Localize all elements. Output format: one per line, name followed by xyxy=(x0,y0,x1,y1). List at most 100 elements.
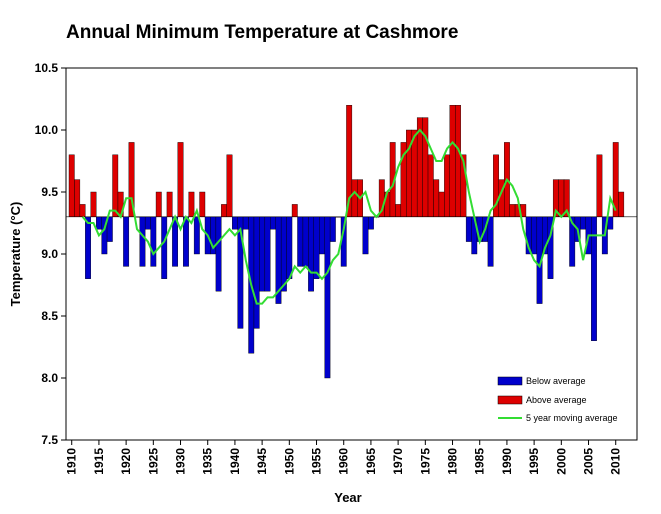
bar xyxy=(155,191,162,217)
bar xyxy=(455,104,461,217)
x-tick-label: 2010 xyxy=(609,448,623,475)
x-tick-label: 1950 xyxy=(282,448,296,475)
bar xyxy=(351,179,358,218)
bar xyxy=(193,216,200,255)
bar xyxy=(112,154,119,218)
bar xyxy=(291,204,298,217)
bar xyxy=(313,216,320,280)
bar xyxy=(85,216,91,280)
bar xyxy=(188,191,195,217)
x-tick-label: 1980 xyxy=(446,448,460,475)
x-axis: 1910 1915 1920 1925 1930 1935 1940 1945 1950 1955… xyxy=(65,440,623,475)
bar xyxy=(319,216,325,255)
bar xyxy=(362,216,369,255)
bar xyxy=(177,142,184,217)
x-tick-label: 1955 xyxy=(310,448,324,475)
y-tick-label: 10.0 xyxy=(35,123,59,137)
bar xyxy=(199,191,206,217)
y-tick-label: 7.5 xyxy=(41,433,58,447)
x-tick-label: 1965 xyxy=(364,448,378,475)
bar xyxy=(618,191,625,217)
x-axis-label: Year xyxy=(334,490,361,505)
y-axis: 7.5 8.0 8.5 9.0 9.5 10.0 10.5 xyxy=(35,61,66,447)
x-tick-label: 1920 xyxy=(119,448,133,475)
x-tick-label: 1910 xyxy=(65,448,79,475)
legend-label-above: Above average xyxy=(526,395,587,405)
bar xyxy=(427,154,434,218)
bar xyxy=(270,216,276,230)
x-tick-label: 2005 xyxy=(582,448,596,475)
bar xyxy=(422,117,429,217)
bar xyxy=(144,216,151,230)
bar xyxy=(280,216,287,292)
bar xyxy=(172,216,179,267)
bar xyxy=(438,191,445,217)
bar xyxy=(79,204,86,217)
bar xyxy=(123,216,130,267)
bar xyxy=(74,179,81,218)
bar xyxy=(259,216,266,292)
bar xyxy=(444,154,450,218)
x-tick-label: 1990 xyxy=(500,448,514,475)
x-tick-label: 1995 xyxy=(527,448,541,475)
bar xyxy=(183,216,189,267)
bar xyxy=(395,204,402,217)
chart-title: Annual Minimum Temperature at Cashmore xyxy=(66,22,459,43)
x-tick-label: 2000 xyxy=(554,448,568,475)
bar xyxy=(329,216,336,242)
legend: Below average Above average 5 year movin… xyxy=(497,376,618,423)
legend-swatch-below xyxy=(497,376,523,386)
bar xyxy=(302,216,309,267)
x-tick-label: 1940 xyxy=(228,448,242,475)
x-tick-label: 1975 xyxy=(418,448,432,475)
y-axis-label: Temperature (°C) xyxy=(8,202,23,307)
bar xyxy=(286,216,293,280)
bar xyxy=(531,216,538,255)
x-tick-label: 1935 xyxy=(201,448,215,475)
bar xyxy=(368,216,374,230)
bar xyxy=(308,216,314,292)
bar xyxy=(558,179,565,218)
bar xyxy=(231,216,238,230)
bar xyxy=(449,104,456,217)
bar xyxy=(95,216,102,230)
bar xyxy=(297,216,304,267)
bar xyxy=(509,204,516,217)
legend-label-moving-average: 5 year moving average xyxy=(526,413,618,423)
bar-group xyxy=(68,104,625,379)
bar xyxy=(150,216,157,267)
bar xyxy=(242,216,249,230)
x-tick-label: 1985 xyxy=(473,448,487,475)
bar xyxy=(465,216,472,242)
bar xyxy=(166,191,173,217)
x-tick-label: 1960 xyxy=(337,448,351,475)
legend-swatch-above xyxy=(497,395,523,405)
bar xyxy=(264,216,271,292)
bar xyxy=(607,216,614,230)
x-tick-label: 1930 xyxy=(174,448,188,475)
bar xyxy=(161,216,168,280)
legend-label-below: Below average xyxy=(526,376,586,386)
bar xyxy=(215,216,222,292)
bar xyxy=(580,216,586,230)
moving-average-line xyxy=(81,128,617,305)
x-tick-label: 1945 xyxy=(255,448,269,475)
bar xyxy=(68,154,75,218)
bar xyxy=(433,179,440,218)
y-tick-label: 8.5 xyxy=(41,309,58,323)
y-tick-label: 10.5 xyxy=(35,61,59,75)
bar xyxy=(596,154,603,218)
y-tick-label: 8.0 xyxy=(41,371,58,385)
bar xyxy=(487,216,494,267)
bar xyxy=(221,204,227,217)
bar xyxy=(324,216,331,379)
bar xyxy=(226,154,233,218)
x-tick-label: 1970 xyxy=(391,448,405,475)
bar xyxy=(253,216,260,329)
bar xyxy=(139,216,146,267)
y-tick-label: 9.5 xyxy=(41,185,58,199)
x-tick-label: 1915 xyxy=(92,448,106,475)
bar xyxy=(90,191,97,217)
y-tick-label: 9.0 xyxy=(41,247,58,261)
